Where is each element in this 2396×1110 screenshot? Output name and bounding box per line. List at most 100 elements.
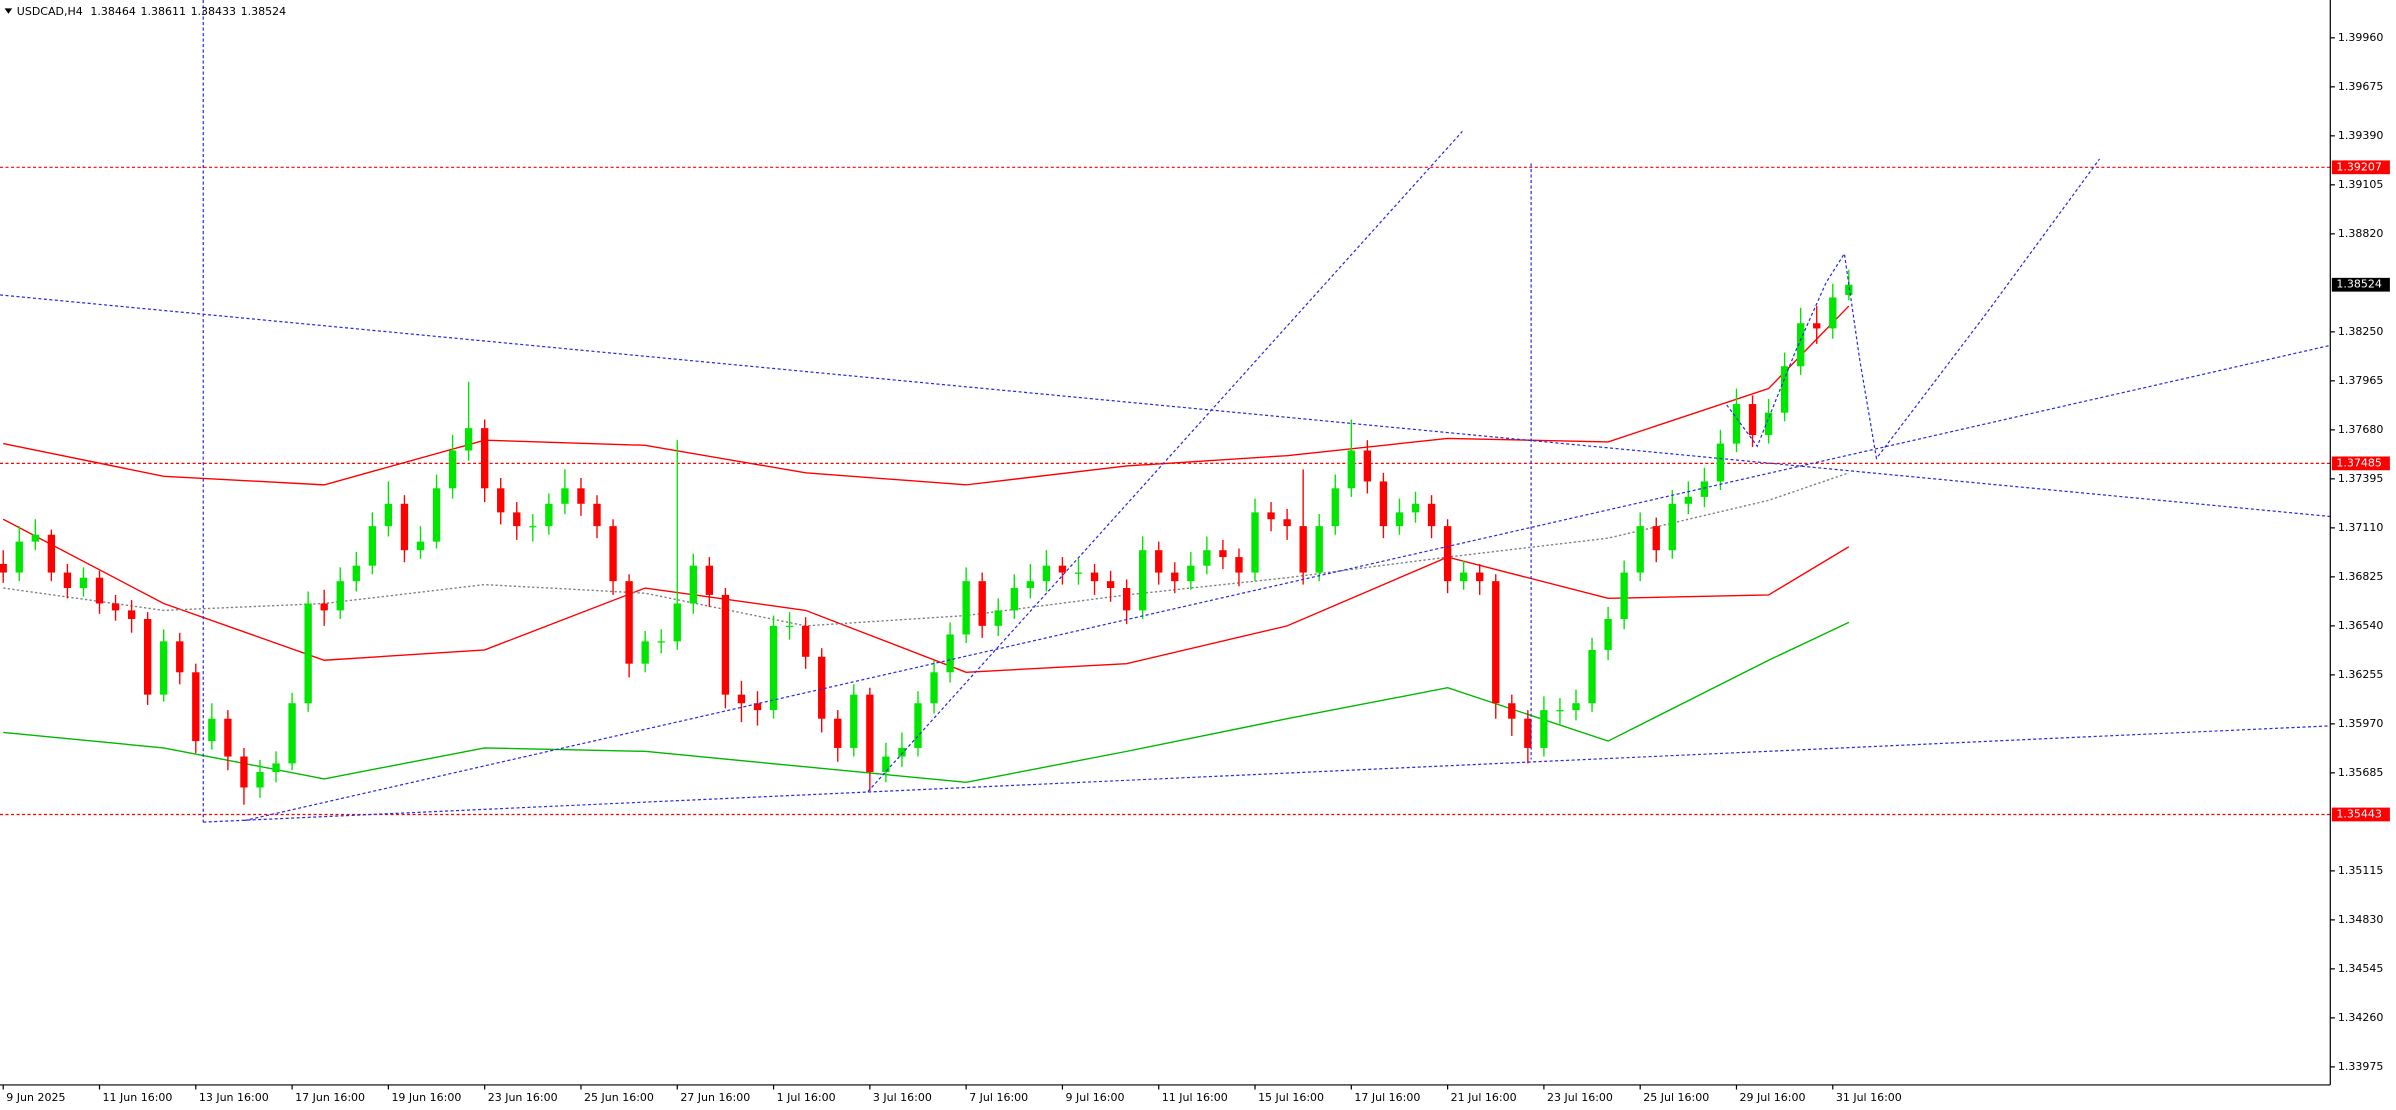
candle-body [1845,284,1853,296]
candle-body [914,703,922,748]
candle-body [1283,519,1291,527]
indicator-line [3,621,1850,784]
price-level-label: 1.35443 [2336,807,2382,820]
candle-body [1187,565,1195,582]
candle-body [368,526,377,566]
candle-body [1171,572,1179,582]
y-tick-label: 1.35970 [2338,717,2384,730]
candle-body [625,581,633,664]
candle-body [1074,572,1083,574]
candle-body [1700,481,1709,497]
candle-body [1524,718,1532,748]
candle-body [1363,450,1372,482]
candle-body [160,641,168,695]
candle-body [464,428,473,451]
candle-body [1219,550,1227,558]
candle-body [448,450,457,489]
x-tick-label: 13 Jun 16:00 [199,1091,269,1104]
indicator-line [3,305,1850,486]
candle-body [1299,526,1307,573]
candle-body [1780,366,1789,413]
candle-body [384,503,393,527]
candle-body [978,581,986,626]
x-tick-label: 31 Jul 16:00 [1836,1091,1902,1104]
candle-body [641,641,649,664]
candle-body [1379,481,1388,527]
candle-body [240,756,248,788]
candle-body [1668,503,1676,551]
candle-body [400,503,409,551]
candle-body [561,488,569,504]
high: 1.38611 [140,5,186,18]
candle-body [47,534,56,573]
candle-body [946,634,954,673]
candle-body [1572,703,1580,711]
candle-body [1235,557,1243,573]
candle-body [416,541,425,551]
candle-body [63,572,72,589]
candle-body [1508,703,1516,719]
price-level-box [2331,456,2390,471]
trend-line [244,344,2331,822]
candle-body [801,625,810,657]
candle-body [1588,649,1596,704]
candle-body [1813,323,1821,329]
y-tick-label: 1.38820 [2338,227,2384,240]
candle-body [721,594,730,695]
candle-body [1427,503,1436,527]
candle-body [737,694,746,704]
candle-body [1764,412,1773,436]
close: 1.38524 [241,5,287,18]
candle-body [1797,323,1805,367]
candle-body [176,641,184,673]
candle-body [834,718,842,748]
candle-body [224,718,232,757]
open: 1.38464 [90,5,136,18]
candle-body [288,703,296,764]
x-tick-label: 21 Jul 16:00 [1451,1091,1517,1104]
candle-body [31,534,39,542]
candle-body [256,772,264,788]
candle-body [1476,572,1484,582]
candle-body [1251,512,1259,573]
price-level-label: 1.37485 [2336,456,2382,469]
x-tick-label: 9 Jun 2025 [6,1091,65,1104]
y-tick-label: 1.35115 [2338,864,2384,877]
candle-body [432,488,441,542]
x-tick-label: 9 Jul 16:00 [1065,1091,1124,1104]
candle-body [497,488,505,513]
candle-body [208,718,216,742]
candle-body [593,503,601,527]
price-level-box [2331,160,2390,175]
price-level-box [2331,807,2390,822]
candle-body [882,756,890,773]
candle-body [1058,565,1067,573]
x-tick-label: 11 Jul 16:00 [1162,1091,1228,1104]
candle-body [785,625,794,628]
price-level-label: 1.39207 [2336,160,2382,173]
candle-body [753,703,762,711]
candle-body [1829,297,1837,329]
candle-body [304,603,312,704]
candle-body [1636,526,1644,573]
candle-body [1315,526,1323,573]
header-text: USDCAD,H4 1.38464 1.38611 1.38433 1.38524 [17,5,286,18]
candle-body [1010,588,1018,611]
projection-path [1726,158,2101,460]
low: 1.38433 [191,5,237,18]
candle-body [850,694,858,748]
candle-body [866,694,874,773]
menu-triangle[interactable] [4,8,13,14]
candle-body [1203,550,1211,566]
candle-body [1122,588,1131,611]
y-tick-label: 1.38250 [2338,325,2384,338]
candle-body [994,610,1002,626]
x-tick-label: 23 Jul 16:00 [1547,1091,1613,1104]
y-tick-label: 1.39960 [2338,31,2384,44]
current-price-box [2331,277,2390,292]
candle-body [1732,404,1741,444]
candle-body [1331,488,1339,527]
indicator-line [2,518,1850,673]
x-tick-label: 17 Jun 16:00 [295,1091,365,1104]
